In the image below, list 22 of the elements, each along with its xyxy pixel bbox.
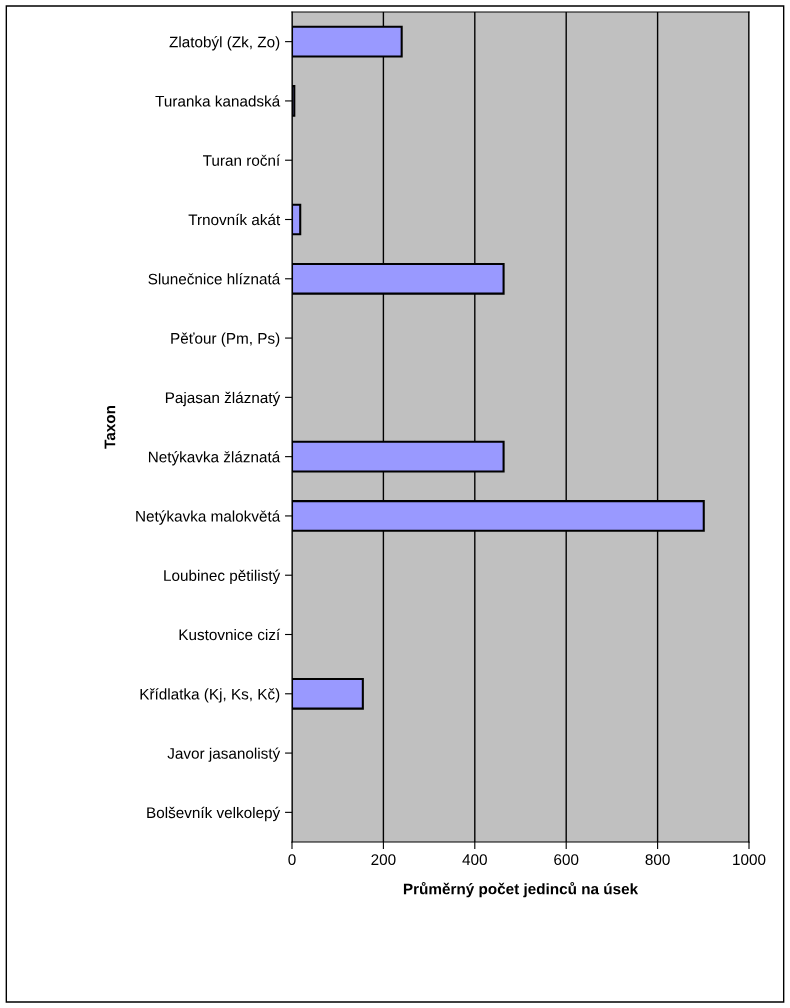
x-tick-label: 0: [288, 854, 296, 866]
x-tick-label: 600: [554, 854, 579, 866]
y-tick-label: Pěťour (Pm, Ps): [171, 332, 280, 347]
y-tick-label: Netýkavka malokvětá: [136, 510, 281, 525]
x-tick-label: 400: [462, 854, 487, 866]
y-tick-label: Loubinec pětilistý: [164, 569, 281, 585]
y-tick-label: Turan roční: [203, 154, 281, 166]
y-tick-label: Slunečnice hlíznatá: [148, 273, 281, 285]
x-tick-label: 1000: [733, 854, 766, 866]
y-axis-title: Taxon: [104, 406, 116, 449]
x-tick-label: 800: [645, 854, 670, 866]
y-tick-label: Pajasan žláznatý: [165, 391, 281, 407]
y-tick-label: Turanka kanadská: [155, 95, 281, 107]
y-tick-label: Kustovnice cizí: [179, 628, 281, 641]
y-tick-label: Bolševník velkolepý: [147, 806, 281, 822]
y-tick-label: Křídlatka (Kj, Ks, Kč): [140, 688, 280, 703]
y-tick-label: Netýkavka žláznatá: [148, 451, 281, 466]
y-tick-label: Trnovník akát: [188, 213, 281, 226]
x-axis-title: Průměrný počet jedinců na úsek: [403, 881, 639, 898]
y-tick-label: Javor jasanolistý: [167, 747, 281, 762]
y-tick-label: Zlatobýl (Zk, Zo): [169, 36, 280, 51]
x-tick-label: 200: [371, 854, 396, 866]
